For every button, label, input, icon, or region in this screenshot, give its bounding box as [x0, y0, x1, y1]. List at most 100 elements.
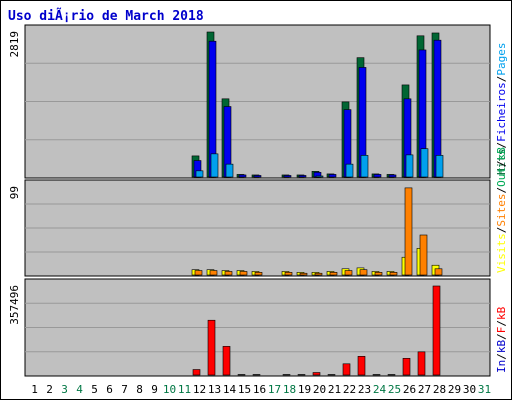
bar-files-day-24 [373, 174, 382, 178]
legend-entry-pages: Pages [495, 43, 508, 76]
bar-kbf-day-14 [222, 346, 231, 376]
legend-entry-kb: kB [495, 306, 508, 320]
chart-panels: 2819Hits/Ficheiros/Pages99Visits/Sites/O… [8, 24, 508, 377]
panel-kbytes-bars [192, 285, 441, 376]
bar-kbf-day-20 [312, 372, 321, 376]
x-tick-label-3: 3 [61, 383, 68, 396]
bar-sites-day-15 [239, 271, 248, 276]
x-tick-label-13: 13 [208, 383, 221, 396]
bar-pages-day-23 [360, 155, 369, 178]
bar-sites-day-20 [314, 272, 323, 276]
x-tick-label-18: 18 [283, 383, 296, 396]
panel-kbytes-legend-text: In/kB/F/kB [495, 306, 508, 373]
bar-pages-day-13 [210, 153, 219, 178]
legend-entry-f: F [495, 327, 508, 334]
x-tick-label-20: 20 [313, 383, 326, 396]
bar-files-day-19 [298, 175, 307, 178]
x-tick-label-14: 14 [223, 383, 237, 396]
bar-kbf-day-12 [192, 369, 201, 376]
bar-sites-day-22 [344, 270, 353, 276]
panel-visits: 99 Visits/Sites/Out/kB [8, 147, 508, 277]
x-tick-label-1: 1 [31, 383, 38, 396]
legend-separator: / [495, 333, 508, 340]
x-tick-label-5: 5 [91, 383, 98, 396]
bar-sites-day-18 [284, 272, 293, 276]
panel-visits-bars [191, 187, 443, 276]
legend-entry-kb: kB [495, 147, 508, 161]
x-tick-label-19: 19 [298, 383, 311, 396]
bar-sites-day-25 [389, 272, 398, 276]
x-tick-label-8: 8 [136, 383, 143, 396]
x-tick-label-26: 26 [403, 383, 416, 396]
x-tick-label-12: 12 [193, 383, 206, 396]
bar-pages-day-12 [195, 170, 204, 178]
x-tick-label-29: 29 [448, 383, 461, 396]
legend-separator: / [495, 76, 508, 83]
panel-kbytes-max-label: 357496 [8, 285, 21, 325]
bar-sites-day-14 [224, 271, 233, 276]
panel-visits-legend-text: Visits/Sites/Out/kB [495, 147, 508, 273]
bar-kbf-day-27 [417, 351, 426, 376]
bar-pages-day-27 [420, 148, 429, 178]
legend-entry-visits: Visits [495, 233, 508, 273]
bar-sites-day-12 [194, 270, 203, 276]
chart-title: Uso diÃ¡rio de March 2018 [8, 8, 204, 24]
x-tick-label-4: 4 [76, 383, 83, 396]
panel-kbytes-legend: In/kB/F/kB [495, 306, 508, 373]
bar-sites-day-28 [434, 268, 443, 276]
bar-sites-day-23 [359, 269, 368, 276]
bar-sites-day-21 [329, 272, 338, 276]
x-tick-label-22: 22 [343, 383, 356, 396]
x-tick-label-28: 28 [433, 383, 446, 396]
x-tick-label-10: 10 [163, 383, 176, 396]
bar-kbf-day-26 [402, 358, 411, 376]
bar-sites-day-13 [209, 270, 218, 276]
legend-separator: / [495, 187, 508, 194]
legend-separator: / [495, 142, 508, 149]
bar-kbf-day-13 [207, 319, 216, 376]
x-tick-label-7: 7 [121, 383, 128, 396]
x-tick-label-30: 30 [463, 383, 476, 396]
legend-entry-ficheiros: Ficheiros [495, 82, 508, 142]
legend-entry-in: In [495, 360, 508, 373]
x-tick-label-25: 25 [388, 383, 401, 396]
x-tick-label-24: 24 [373, 383, 387, 396]
bar-pages-day-22 [345, 163, 354, 178]
bar-kbf-day-22 [342, 363, 351, 376]
bar-files-day-18 [283, 175, 292, 178]
bar-kbf-day-23 [357, 356, 366, 376]
panel-visits-max-label: 99 [8, 186, 21, 199]
legend-separator: / [495, 160, 508, 167]
legend-entry-hits: Hits [495, 149, 508, 176]
bar-files-day-21 [328, 174, 337, 178]
bar-files-day-15 [238, 174, 247, 178]
legend-entry-kb: kB [495, 340, 508, 354]
legend-entry-out: Out [495, 167, 508, 187]
x-tick-label-2: 2 [46, 383, 53, 396]
x-tick-label-15: 15 [238, 383, 251, 396]
panel-hits-max-label: 2819 [8, 31, 21, 58]
x-tick-label-31: 31 [478, 383, 491, 396]
panel-hits-legend: Hits/Ficheiros/Pages [495, 43, 508, 175]
x-tick-label-27: 27 [418, 383, 431, 396]
x-tick-label-11: 11 [178, 383, 191, 396]
bar-files-day-25 [388, 174, 397, 178]
legend-separator: / [495, 227, 508, 234]
bar-pages-day-20 [315, 175, 324, 178]
bar-pages-day-26 [405, 154, 414, 178]
x-axis: 1 2 3 4 5 6 7 8 9 10 11 12 13 14 15 16 17 18 19 20 21 22 23 24 2… [31, 383, 491, 396]
bar-sites-day-27 [419, 234, 428, 276]
x-tick-label-17: 17 [268, 383, 281, 396]
legend-separator: / [495, 353, 508, 360]
x-tick-label-23: 23 [358, 383, 371, 396]
panel-hits-legend-text: Hits/Ficheiros/Pages [495, 43, 508, 175]
bar-sites-day-26 [404, 187, 413, 276]
bar-pages-day-28 [435, 155, 444, 178]
bar-sites-day-24 [374, 272, 383, 276]
bar-files-day-16 [253, 175, 262, 178]
bar-kbf-day-28 [432, 285, 441, 376]
legend-separator: / [495, 320, 508, 327]
bar-pages-day-14 [225, 163, 234, 178]
